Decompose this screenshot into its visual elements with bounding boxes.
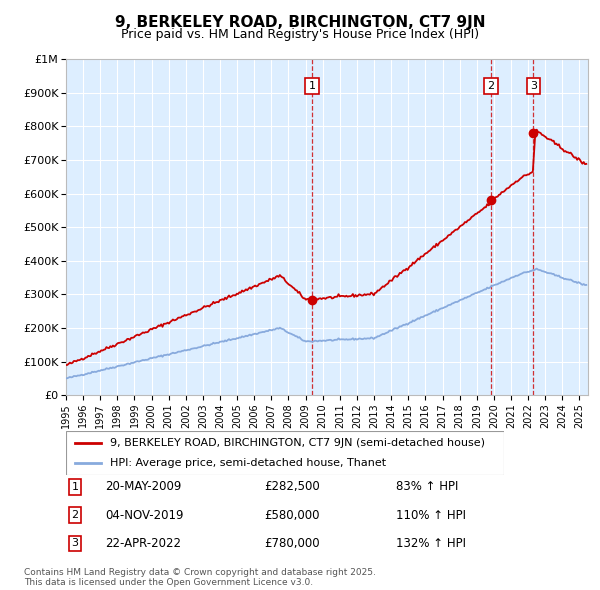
Text: £780,000: £780,000 <box>264 537 320 550</box>
Text: 20-MAY-2009: 20-MAY-2009 <box>105 480 181 493</box>
Text: 1: 1 <box>71 482 79 491</box>
Text: 132% ↑ HPI: 132% ↑ HPI <box>396 537 466 550</box>
Text: 3: 3 <box>530 81 537 91</box>
Text: HPI: Average price, semi-detached house, Thanet: HPI: Average price, semi-detached house,… <box>110 458 386 467</box>
Text: Price paid vs. HM Land Registry's House Price Index (HPI): Price paid vs. HM Land Registry's House … <box>121 28 479 41</box>
Text: 83% ↑ HPI: 83% ↑ HPI <box>396 480 458 493</box>
Text: 9, BERKELEY ROAD, BIRCHINGTON, CT7 9JN (semi-detached house): 9, BERKELEY ROAD, BIRCHINGTON, CT7 9JN (… <box>110 438 485 448</box>
Text: 22-APR-2022: 22-APR-2022 <box>105 537 181 550</box>
Text: £282,500: £282,500 <box>264 480 320 493</box>
Text: 110% ↑ HPI: 110% ↑ HPI <box>396 509 466 522</box>
Text: 04-NOV-2019: 04-NOV-2019 <box>105 509 184 522</box>
Text: 2: 2 <box>488 81 494 91</box>
Text: 9, BERKELEY ROAD, BIRCHINGTON, CT7 9JN: 9, BERKELEY ROAD, BIRCHINGTON, CT7 9JN <box>115 15 485 30</box>
Text: Contains HM Land Registry data © Crown copyright and database right 2025.
This d: Contains HM Land Registry data © Crown c… <box>24 568 376 587</box>
Text: 2: 2 <box>71 510 79 520</box>
Text: £580,000: £580,000 <box>264 509 320 522</box>
Text: 1: 1 <box>308 81 316 91</box>
Text: 3: 3 <box>71 539 79 548</box>
